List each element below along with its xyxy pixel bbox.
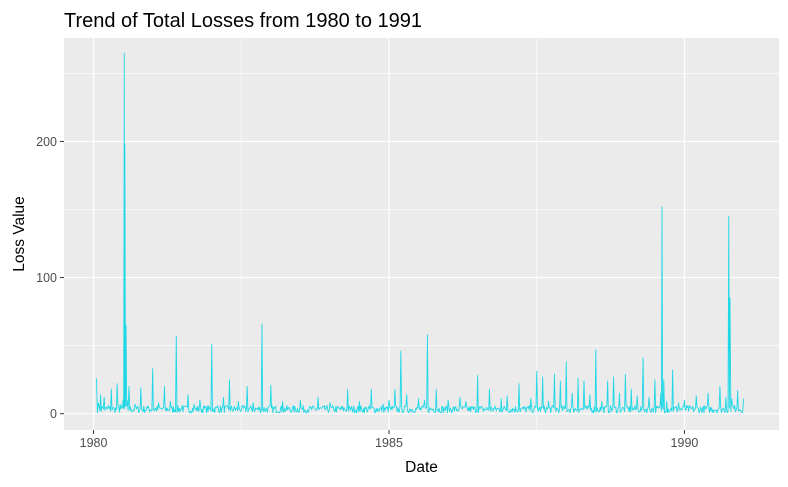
y-tick-label: 100 — [36, 271, 57, 285]
plot-panel — [64, 38, 779, 430]
minor-gridlines — [64, 38, 779, 430]
y-axis: 0 100 200 — [36, 135, 64, 421]
x-tick-label: 1990 — [671, 436, 699, 450]
series-layer — [96, 52, 744, 414]
x-tick-label: 1985 — [375, 436, 403, 450]
x-tick-label: 1980 — [80, 436, 108, 450]
y-tick-label: 200 — [36, 135, 57, 149]
y-tick-label: 0 — [50, 407, 57, 421]
major-gridlines — [64, 38, 779, 430]
x-axis-title: Date — [405, 459, 438, 476]
loss-series-line — [96, 52, 744, 414]
y-axis-title: Loss Value — [11, 196, 28, 272]
chart-title: Trend of Total Losses from 1980 to 1991 — [64, 10, 422, 32]
x-axis: 1980 1985 1990 — [80, 430, 699, 450]
